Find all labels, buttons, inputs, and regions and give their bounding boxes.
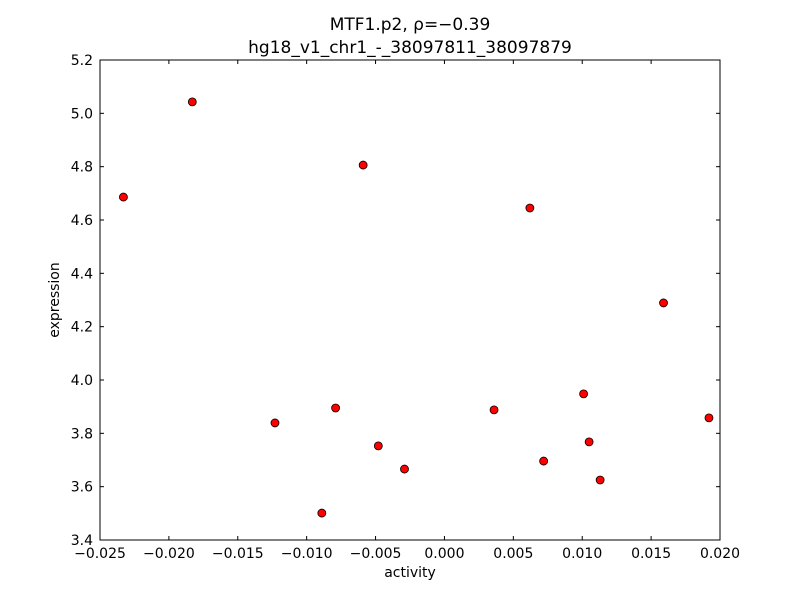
x-tick-label: −0.005 xyxy=(350,546,402,562)
data-point xyxy=(659,298,668,308)
y-tick-label: 3.8 xyxy=(71,426,93,442)
x-tick-label: −0.010 xyxy=(281,546,333,562)
y-tick-label: 4.0 xyxy=(71,373,93,389)
x-tick-label: 0.000 xyxy=(424,546,464,562)
y-tick-label: 3.6 xyxy=(71,480,93,496)
y-tick-label: 3.4 xyxy=(71,533,93,549)
x-tick-label: −0.025 xyxy=(74,546,126,562)
data-point xyxy=(270,418,280,428)
data-point xyxy=(317,508,327,518)
y-tick-label: 5.0 xyxy=(71,106,93,122)
y-axis-label: expression xyxy=(47,262,63,338)
x-axis-label: activity xyxy=(384,565,436,581)
data-point xyxy=(373,441,383,451)
data-point xyxy=(525,203,535,213)
y-tick-label: 4.4 xyxy=(71,266,93,282)
data-point xyxy=(119,192,128,202)
y-tick-label: 4.2 xyxy=(71,320,93,336)
x-tick-label: −0.015 xyxy=(212,546,264,562)
data-point xyxy=(595,475,605,485)
y-tick-label: 4.8 xyxy=(71,160,93,176)
x-tick-label: 0.005 xyxy=(493,546,533,562)
data-point xyxy=(400,464,409,474)
data-point xyxy=(579,389,588,399)
data-point xyxy=(358,160,368,170)
data-point xyxy=(489,405,499,415)
data-point xyxy=(704,413,714,423)
data-point xyxy=(539,456,549,466)
y-tick-label: 4.6 xyxy=(71,213,93,229)
x-tick-label: −0.020 xyxy=(143,546,195,562)
x-tick-label: 0.010 xyxy=(562,546,602,562)
y-tick-label: 5.2 xyxy=(71,53,93,69)
data-point xyxy=(584,437,594,447)
x-tick-label: 0.020 xyxy=(700,546,740,562)
chart-title-line1: MTF1.p2, ρ=−0.39 xyxy=(330,15,491,35)
data-point xyxy=(187,97,197,107)
chart-title-line2: hg18_v1_chr1_-_38097811_38097879 xyxy=(248,38,572,58)
data-point xyxy=(331,403,341,413)
x-tick-label: 0.015 xyxy=(631,546,671,562)
plot-area-frame xyxy=(99,59,721,541)
